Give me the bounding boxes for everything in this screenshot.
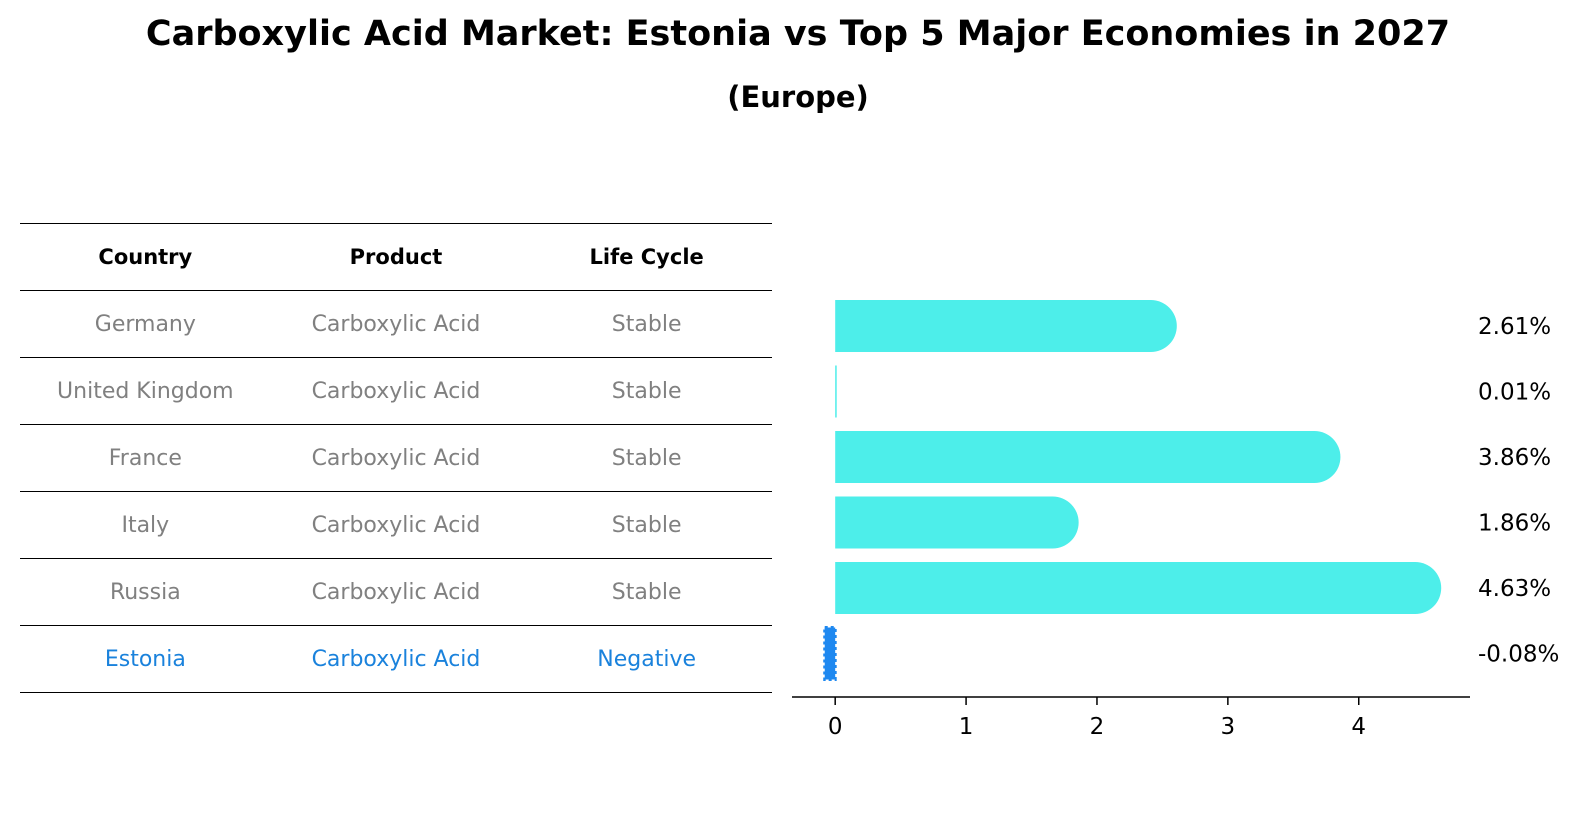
product-cell: Carboxylic Acid [311, 512, 481, 538]
x-tick-label: 0 [828, 714, 843, 740]
country-cell: France [108, 445, 182, 471]
life-cycle-cell: Stable [611, 445, 682, 471]
value-label: 0.01% [1478, 380, 1551, 406]
product-cell: Carboxylic Acid [311, 646, 481, 672]
bar [835, 300, 1177, 352]
header-country: Country [98, 245, 193, 269]
bar [835, 496, 1079, 549]
header-product: Product [349, 245, 443, 269]
life-cycle-cell: Stable [611, 512, 682, 538]
life-cycle-cell: Stable [611, 579, 682, 605]
value-label: 4.63% [1478, 576, 1551, 602]
table-row: Germany Carboxylic Acid Stable [20, 291, 772, 358]
life-cycle-cell: Stable [611, 378, 682, 404]
country-cell: Estonia [104, 646, 186, 672]
value-label: -0.08% [1478, 642, 1559, 668]
bar [835, 431, 1341, 483]
country-cell: Italy [121, 512, 170, 538]
table-row: Italy Carboxylic Acid Stable [20, 492, 772, 559]
x-tick-label: 3 [1221, 714, 1236, 740]
bar [835, 365, 837, 418]
life-cycle-cell: Negative [597, 646, 696, 672]
x-tick-label: 1 [959, 714, 974, 740]
table-row-highlight: Estonia Carboxylic Acid Negative [20, 626, 772, 693]
product-cell: Carboxylic Acid [311, 579, 481, 605]
bar [835, 562, 1442, 614]
chart-title: Carboxylic Acid Market: Estonia vs Top 5… [145, 14, 1451, 54]
country-cell: Russia [109, 579, 181, 605]
product-cell: Carboxylic Acid [311, 311, 481, 337]
country-cell: Germany [94, 311, 196, 337]
table-header-row: Country Product Life Cycle [20, 224, 772, 291]
country-table: Country Product Life Cycle Germany Carbo… [20, 223, 772, 693]
value-label: 2.61% [1478, 314, 1551, 340]
chart-subtitle: (Europe) [727, 80, 869, 114]
value-label: 3.86% [1478, 445, 1551, 471]
table-row: Russia Carboxylic Acid Stable [20, 559, 772, 626]
x-tick-label: 4 [1351, 714, 1366, 740]
country-cell: United Kingdom [57, 378, 234, 404]
table-row: United Kingdom Carboxylic Acid Stable [20, 358, 772, 425]
header-life-cycle: Life Cycle [589, 245, 704, 269]
product-cell: Carboxylic Acid [311, 378, 481, 404]
product-cell: Carboxylic Acid [311, 445, 481, 471]
value-label: 1.86% [1478, 511, 1551, 537]
table-row: France Carboxylic Acid Stable [20, 425, 772, 492]
x-tick-label: 2 [1090, 714, 1105, 740]
life-cycle-cell: Stable [611, 311, 682, 337]
bar-negative [823, 626, 837, 681]
